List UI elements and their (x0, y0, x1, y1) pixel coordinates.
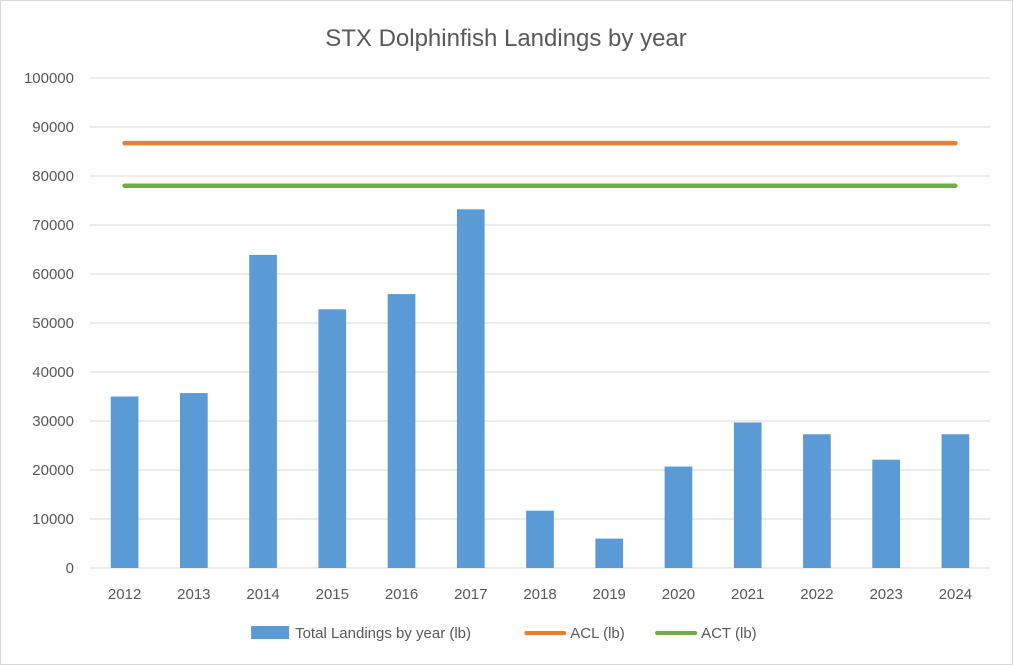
axis-layer: 0 10000 20000 30000 40000 50000 60000 70000 8000… (24, 70, 972, 603)
y-tick-label: 40000 (32, 364, 74, 381)
legend-label: Total Landings by year (lb) (295, 625, 471, 642)
y-tick-label: 10000 (32, 511, 74, 528)
grid-layer (90, 77, 990, 569)
y-tick-label: 20000 (32, 462, 74, 479)
y-tick-label: 80000 (32, 168, 74, 185)
x-tick-label: 2016 (385, 586, 418, 603)
bar (526, 510, 554, 568)
x-tick-label: 2014 (246, 586, 279, 603)
y-tick-label: 60000 (32, 266, 74, 283)
x-tick-label: 2012 (108, 586, 141, 603)
bar (941, 434, 970, 568)
x-tick-label: 2018 (523, 586, 556, 603)
chart-title: STX Dolphinfish Landings by year (325, 25, 687, 52)
bar (110, 396, 139, 568)
y-tick-label: 100000 (24, 70, 74, 87)
x-tick-label: 2015 (316, 586, 349, 603)
bar (664, 466, 693, 568)
bar (872, 459, 900, 568)
bar (595, 538, 624, 568)
x-tick-label: 2022 (800, 586, 833, 603)
x-tick-label: 2017 (454, 586, 487, 603)
bar (249, 254, 277, 568)
legend-label: ACT (lb) (701, 625, 757, 642)
legend-swatch-bar (251, 626, 290, 639)
legend-label: ACL (lb) (570, 625, 624, 642)
x-tick-label: 2019 (593, 586, 626, 603)
x-tick-label: 2020 (662, 586, 695, 603)
bar (803, 434, 831, 568)
y-tick-label: 70000 (32, 217, 74, 234)
bar (387, 294, 416, 568)
x-tick-label: 2021 (731, 586, 764, 603)
y-tick-label: 0 (66, 560, 74, 577)
bar-layer (110, 209, 970, 568)
x-tick-label: 2023 (869, 586, 902, 603)
x-tick-label: 2013 (177, 586, 210, 603)
y-tick-label: 50000 (32, 315, 74, 332)
bar (180, 393, 208, 568)
y-tick-label: 90000 (32, 119, 74, 136)
x-tick-label: 2024 (939, 586, 972, 603)
y-tick-label: 30000 (32, 413, 74, 430)
bar (733, 422, 762, 568)
line-layer (122, 140, 958, 189)
bar (456, 209, 485, 568)
legend: Total Landings by year (lb) ACL (lb) ACT (… (251, 625, 757, 642)
bar (318, 309, 347, 568)
